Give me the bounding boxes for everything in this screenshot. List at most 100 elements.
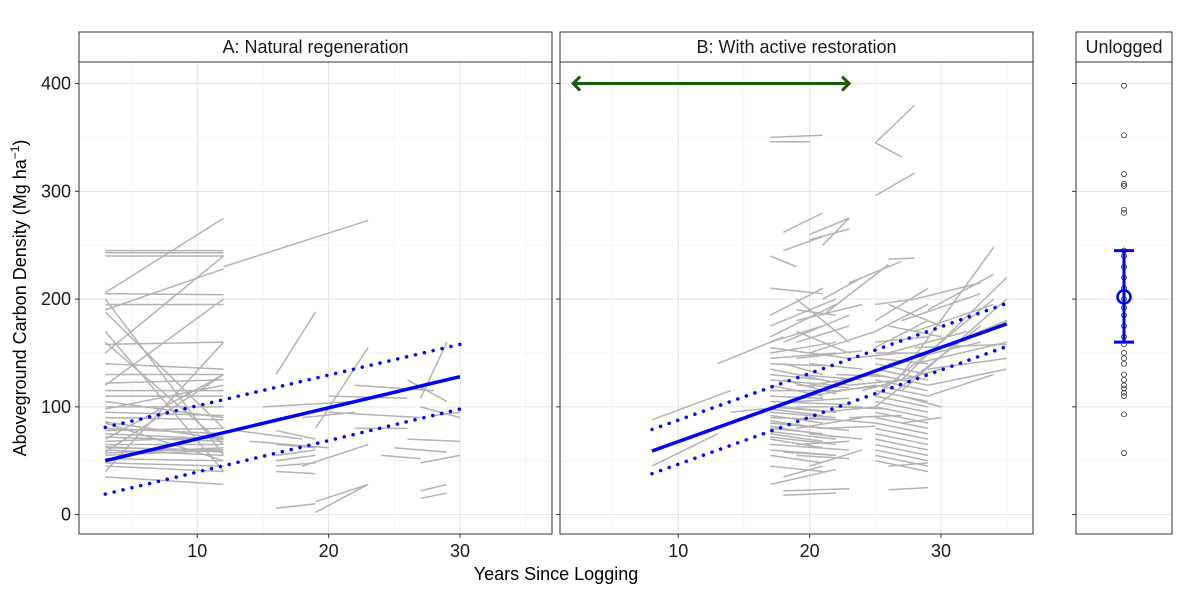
plot-trajectory-line — [875, 449, 929, 462]
plot-trajectory-line — [874, 287, 929, 322]
plot-trajectory-line — [420, 454, 461, 464]
plot-trajectory-line — [809, 416, 876, 424]
plot-trajectory-line — [770, 341, 837, 354]
plot-trajectory-line — [888, 462, 928, 467]
plot-trajectory-line — [770, 433, 823, 443]
plot-trajectory-line — [796, 440, 850, 446]
plot-trajectory-line — [104, 298, 225, 456]
plot-trajectory-line — [888, 330, 968, 354]
plot-trajectory-line — [875, 438, 929, 451]
plot-trajectory-line — [770, 346, 850, 360]
strip-header — [78, 31, 553, 63]
y-tick-label: 0 — [61, 505, 71, 525]
y-tick-label: 300 — [41, 181, 71, 201]
unlogged-point — [1121, 180, 1127, 187]
plot-trajectory-line — [783, 379, 837, 395]
plot-trajectory-line — [223, 219, 369, 268]
plot-trajectory-line — [104, 255, 225, 354]
plot-trajectory-line — [875, 443, 929, 457]
plot-trajectory-line — [315, 483, 369, 514]
plot-trajectory-line — [104, 217, 224, 294]
unlogged-point — [1121, 450, 1127, 457]
unlogged-point — [1121, 371, 1127, 378]
plot-trajectory-line — [927, 273, 994, 311]
plot-trajectory-line — [769, 287, 824, 316]
unlogged-point — [1121, 376, 1127, 383]
plot-trajectory-line — [835, 384, 889, 392]
strip-header — [1075, 31, 1173, 63]
plot-trajectory-line — [875, 433, 929, 446]
ci-lower-line — [103, 407, 462, 496]
plot-trajectory-line — [276, 470, 316, 475]
unlogged-point — [1121, 82, 1127, 89]
plot-trajectory-line — [105, 268, 224, 311]
unlogged-point — [1121, 385, 1127, 392]
plot-trajectory-line — [651, 389, 732, 421]
plot-trajectory-line — [769, 298, 837, 327]
plot-trajectory-line — [770, 465, 823, 473]
plot-trajectory-line — [901, 416, 942, 424]
x-tick-label: 20 — [319, 541, 339, 561]
panel-title: A: Natural regeneration — [222, 37, 408, 57]
plot-trajectory-line — [314, 347, 369, 429]
x-tick-label: 30 — [931, 541, 951, 561]
x-tick-label: 20 — [800, 541, 820, 561]
plot-trajectory-line — [105, 457, 224, 462]
unlogged-point — [1121, 393, 1127, 399]
panel-B: B: With active restoration 10 20 30 — [556, 31, 1034, 561]
plot-trajectory-line — [901, 246, 995, 375]
x-tick-label: 10 — [668, 541, 688, 561]
panel-A: A: Natural regeneration 0 100 200 300 400 10 20… — [41, 31, 553, 561]
plot-trajectory-line — [783, 451, 836, 457]
plot-trajectory-line — [276, 443, 316, 449]
plot-trajectory-line — [796, 350, 863, 360]
plot-trajectory-line — [809, 362, 863, 370]
plot-trajectory-line — [315, 483, 369, 503]
x-tick-label: 10 — [187, 541, 207, 561]
plot-trajectory-line — [901, 292, 981, 322]
plot-trajectory-line — [105, 427, 224, 432]
plot-trajectory-line — [875, 400, 929, 413]
plot-trajectory-line — [783, 492, 836, 496]
x-axis-title: Years Since Logging — [474, 564, 638, 584]
y-tick-label: 400 — [41, 74, 71, 94]
plot-trajectory-line — [105, 379, 224, 384]
plot-trajectory-line — [105, 462, 224, 467]
plot-trajectory-line — [262, 400, 355, 408]
plot-trajectory-line — [822, 425, 876, 430]
plot-trajectory-line — [770, 352, 836, 360]
plot-trajectory-line — [796, 325, 850, 343]
plot-trajectory-line — [809, 228, 850, 241]
plot-trajectory-line — [770, 362, 823, 367]
restoration-arrow-right-head — [840, 75, 852, 92]
plot-trajectory-line — [822, 263, 889, 316]
panel-border — [78, 61, 553, 535]
unlogged-point — [1121, 360, 1127, 367]
plot-trajectory-line — [874, 142, 902, 158]
panel-title: B: With active restoration — [696, 37, 896, 57]
plot-trajectory-line — [433, 411, 461, 417]
plot-trajectory-line — [770, 443, 850, 451]
plot-trajectory-line — [236, 429, 303, 440]
plot-trajectory-line — [809, 433, 863, 440]
plot-trajectory-line — [874, 303, 929, 333]
plot-trajectory-line — [901, 395, 942, 408]
plot-trajectory-line — [874, 172, 916, 197]
plot-trajectory-line — [420, 483, 448, 492]
plot-trajectory-line — [770, 430, 837, 440]
plot-trajectory-line — [770, 379, 836, 387]
plot-trajectory-line — [419, 341, 448, 399]
unlogged-point — [1121, 209, 1127, 216]
plot-trajectory-line — [888, 257, 915, 260]
plot-trajectory-line — [769, 255, 797, 268]
x-tick-label: 30 — [450, 541, 470, 561]
plot-trajectory-line — [381, 454, 421, 460]
plot-trajectory-line — [105, 436, 224, 443]
fit-line — [104, 374, 461, 463]
plot-trajectory-line — [796, 397, 850, 403]
plot-trajectory-line — [875, 427, 929, 440]
mean-marker — [1116, 289, 1132, 305]
plot-trajectory-line — [796, 384, 850, 389]
plot-trajectory-line — [407, 379, 448, 403]
